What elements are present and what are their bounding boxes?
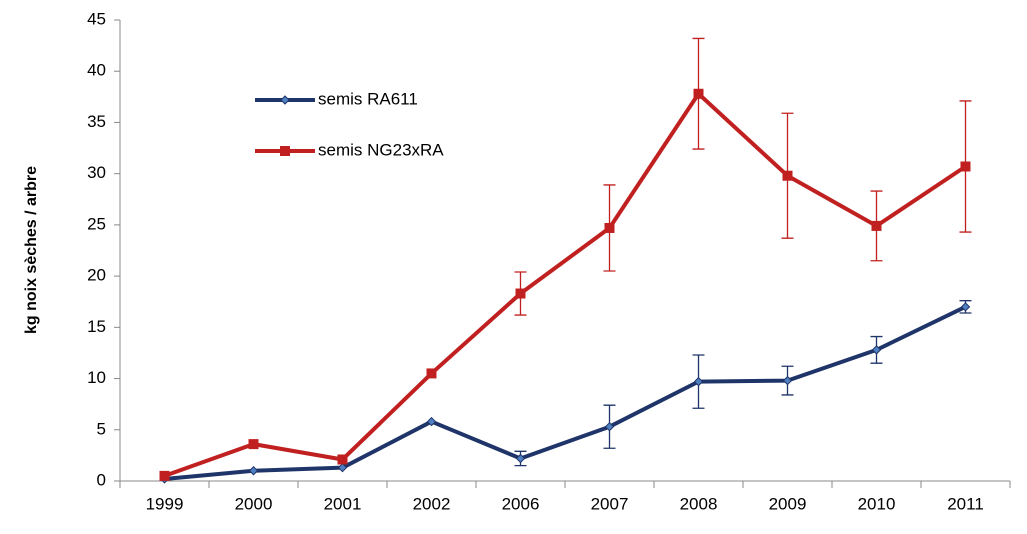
x-tick-label: 2006: [502, 494, 540, 513]
y-tick-label: 15: [87, 317, 106, 336]
point: [337, 454, 348, 465]
point: [693, 376, 704, 387]
point: [604, 222, 615, 233]
y-tick-label: 5: [97, 419, 106, 438]
point: [426, 368, 437, 379]
legend-label: semis RA611: [318, 89, 418, 108]
line: [164, 305, 967, 481]
point: [337, 462, 348, 473]
legend-marker: [280, 146, 290, 156]
y-tick-label: 40: [87, 61, 106, 80]
legend-marker: [280, 95, 290, 105]
y-axis-label: kg noix sèches / arbre: [23, 166, 40, 334]
point: [515, 453, 526, 464]
point: [693, 88, 704, 99]
y-tick-label: 20: [87, 266, 106, 285]
point: [159, 470, 170, 481]
x-tick-label: 1999: [146, 494, 184, 513]
point: [960, 161, 971, 172]
x-tick-label: 2002: [413, 494, 451, 513]
x-tick-label: 2008: [680, 494, 718, 513]
point: [782, 375, 793, 386]
x-tick-label: 2009: [769, 494, 807, 513]
point: [604, 421, 615, 432]
x-tick-label: 2001: [324, 494, 362, 513]
y-tick-label: 25: [87, 214, 106, 233]
x-tick-label: 2011: [947, 494, 984, 513]
y-tick-label: 0: [97, 470, 106, 489]
x-tick-label: 2007: [591, 494, 629, 513]
y-tick-label: 10: [87, 368, 106, 387]
y-tick-label: 35: [87, 112, 106, 131]
point: [960, 302, 971, 312]
point: [782, 170, 793, 181]
x-tick-label: 2010: [858, 494, 896, 513]
legend-label: semis NG23xRA: [318, 140, 444, 159]
line: [163, 91, 967, 478]
point: [515, 288, 526, 299]
point: [871, 220, 882, 231]
point: [426, 416, 437, 427]
point: [248, 439, 259, 450]
y-tick-label: 30: [87, 163, 106, 182]
point: [248, 466, 259, 476]
point: [871, 345, 882, 355]
y-tick-label: 45: [87, 9, 106, 28]
x-tick-label: 2000: [235, 494, 273, 513]
